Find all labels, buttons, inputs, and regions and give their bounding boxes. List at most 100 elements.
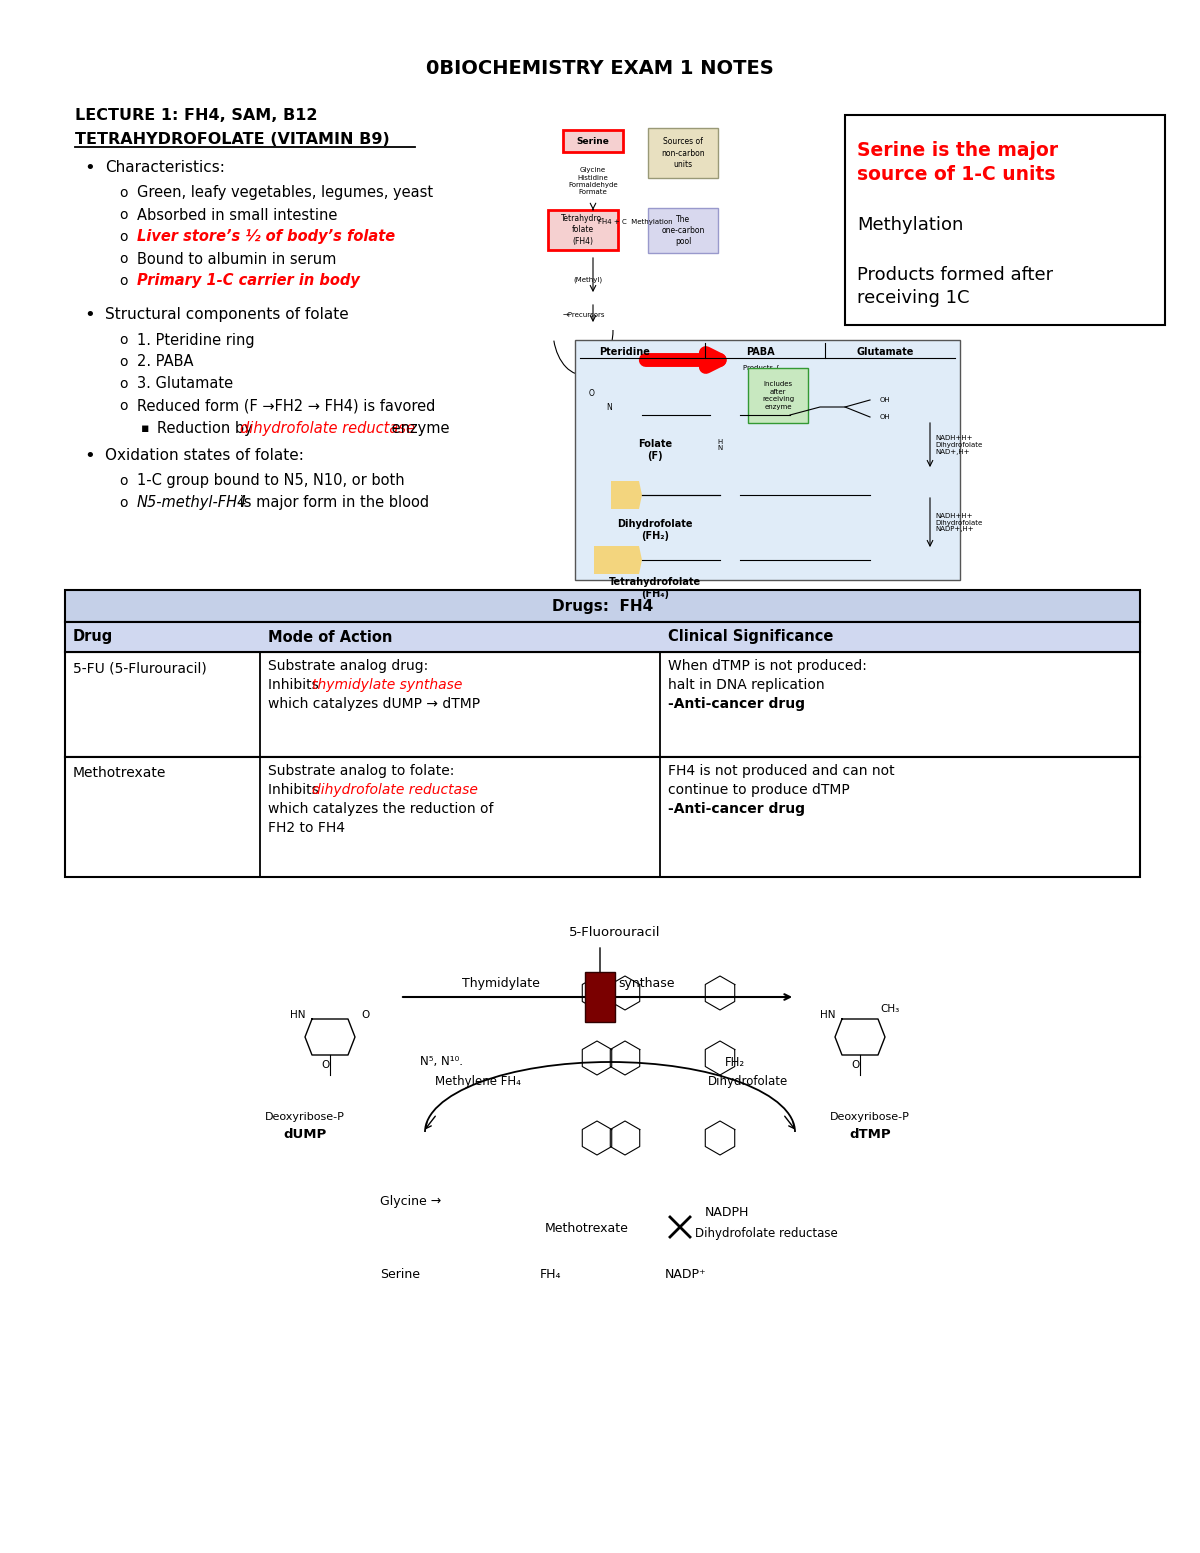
Text: FH4 is not produced and can not: FH4 is not produced and can not: [668, 764, 895, 778]
Text: →Precursors: →Precursors: [563, 312, 606, 318]
Text: FH₂: FH₂: [725, 1056, 745, 1068]
Text: O: O: [589, 388, 595, 398]
Text: 5-Fluorouracil: 5-Fluorouracil: [569, 926, 661, 938]
Text: N⁵, N¹⁰.: N⁵, N¹⁰.: [420, 1056, 463, 1068]
Text: synthase: synthase: [618, 977, 674, 989]
Text: H
N: H N: [718, 438, 722, 452]
Text: dihydrofolate reductase: dihydrofolate reductase: [240, 421, 415, 435]
Text: o: o: [119, 356, 127, 370]
Text: Methylene FH₄: Methylene FH₄: [436, 1075, 521, 1087]
Text: Sources of
non-carbon
units: Sources of non-carbon units: [661, 137, 704, 169]
Text: continue to produce dTMP: continue to produce dTMP: [668, 783, 850, 797]
Text: ▪: ▪: [140, 421, 149, 435]
Text: Substrate analog drug:: Substrate analog drug:: [268, 658, 428, 672]
Text: OH: OH: [880, 398, 890, 402]
Text: Deoxyribose-P: Deoxyribose-P: [830, 1112, 910, 1121]
Text: FH2 to FH4: FH2 to FH4: [268, 822, 346, 836]
Text: Structural components of folate: Structural components of folate: [106, 307, 349, 323]
Text: Dihydrofolate reductase: Dihydrofolate reductase: [695, 1227, 838, 1239]
Text: N: N: [606, 402, 612, 412]
Text: •: •: [85, 306, 95, 325]
Text: •: •: [85, 447, 95, 464]
Text: 0BIOCHEMISTRY EXAM 1 NOTES: 0BIOCHEMISTRY EXAM 1 NOTES: [426, 59, 774, 78]
Text: FH₄: FH₄: [540, 1269, 562, 1281]
Bar: [65, 756, 1140, 877]
Text: Green, leafy vegetables, legumes, yeast: Green, leafy vegetables, legumes, yeast: [137, 185, 433, 200]
Bar: [65, 623, 1140, 652]
Text: o: o: [119, 495, 127, 509]
Text: 1-C group bound to N5, N10, or both: 1-C group bound to N5, N10, or both: [137, 474, 404, 489]
Text: Dihydrofolate: Dihydrofolate: [708, 1075, 788, 1087]
Text: TETRAHYDROFOLATE (VITAMIN B9): TETRAHYDROFOLATE (VITAMIN B9): [74, 132, 390, 148]
Text: OH: OH: [880, 415, 890, 419]
Text: Methylation: Methylation: [857, 216, 964, 235]
Text: Serine: Serine: [380, 1269, 420, 1281]
Text: Clinical Significance: Clinical Significance: [668, 629, 833, 644]
Text: o: o: [119, 474, 127, 488]
Text: Serine is the major: Serine is the major: [857, 140, 1058, 160]
Text: Tetrahydro-
folate
(FH4): Tetrahydro- folate (FH4): [562, 214, 605, 245]
Text: 3. Glutamate: 3. Glutamate: [137, 376, 233, 391]
Text: o: o: [119, 230, 127, 244]
Text: -Anti-cancer drug: -Anti-cancer drug: [668, 801, 805, 815]
Text: dUMP: dUMP: [283, 1127, 326, 1140]
Text: dTMP: dTMP: [850, 1127, 890, 1140]
Text: O: O: [361, 1009, 370, 1020]
Text: Absorbed in small intestine: Absorbed in small intestine: [137, 208, 337, 222]
Text: Folate
(F): Folate (F): [638, 439, 672, 461]
Bar: [575, 340, 960, 579]
Text: NADH+H+
Dihydrofolate
NAD+,H+: NADH+H+ Dihydrofolate NAD+,H+: [935, 435, 983, 455]
Text: Pteridine: Pteridine: [600, 346, 650, 357]
Text: Primary 1-C carrier in body: Primary 1-C carrier in body: [137, 273, 360, 289]
Text: Includes
after
receiving
enzyme: Includes after receiving enzyme: [762, 380, 794, 410]
Text: Substrate analog to folate:: Substrate analog to folate:: [268, 764, 455, 778]
Text: dihydrofolate reductase: dihydrofolate reductase: [312, 783, 478, 797]
Text: Inhibits: Inhibits: [268, 679, 323, 693]
Text: Drugs:  FH4: Drugs: FH4: [552, 598, 653, 613]
Text: enzyme: enzyme: [386, 421, 450, 435]
Text: Reduction by: Reduction by: [157, 421, 257, 435]
Text: (Methyl): (Methyl): [574, 276, 602, 283]
Text: Characteristics:: Characteristics:: [106, 160, 224, 175]
Text: o: o: [119, 186, 127, 200]
Text: o: o: [119, 252, 127, 266]
Text: o: o: [119, 377, 127, 391]
Text: Glycine
Histidine
Formaldehyde
Formate: Glycine Histidine Formaldehyde Formate: [568, 168, 618, 196]
Text: Products formed after: Products formed after: [857, 266, 1054, 284]
Text: Mode of Action: Mode of Action: [268, 629, 392, 644]
Text: Reduced form (F →FH2 → FH4) is favored: Reduced form (F →FH2 → FH4) is favored: [137, 399, 436, 413]
Text: Glutamate: Glutamate: [857, 346, 913, 357]
Bar: [65, 590, 1140, 623]
Text: halt in DNA replication: halt in DNA replication: [668, 679, 824, 693]
Text: source of 1-C units: source of 1-C units: [857, 166, 1056, 185]
Text: thymidylate synthase: thymidylate synthase: [312, 679, 462, 693]
Text: LECTURE 1: FH4, SAM, B12: LECTURE 1: FH4, SAM, B12: [74, 107, 318, 123]
Text: NADP⁺: NADP⁺: [665, 1269, 707, 1281]
Text: Serine: Serine: [576, 137, 610, 146]
Text: NADH+H+
Dihydrofolate
NADP+,H+: NADH+H+ Dihydrofolate NADP+,H+: [935, 512, 983, 533]
Text: O: O: [320, 1061, 329, 1070]
Text: O: O: [851, 1061, 859, 1070]
Text: •: •: [85, 158, 95, 177]
Bar: [845, 115, 1165, 325]
Text: HN: HN: [821, 1009, 835, 1020]
Polygon shape: [594, 547, 642, 575]
Text: The
one-carbon
pool: The one-carbon pool: [661, 214, 704, 245]
Text: 2. PABA: 2. PABA: [137, 354, 193, 370]
Text: Inhibits: Inhibits: [268, 783, 323, 797]
Text: Glycine →: Glycine →: [380, 1196, 442, 1208]
Text: Thymidylate: Thymidylate: [462, 977, 540, 989]
Text: Deoxyribose-P: Deoxyribose-P: [265, 1112, 344, 1121]
Text: Tetrahydrofolate
(FH₄): Tetrahydrofolate (FH₄): [608, 578, 701, 599]
Text: which catalyzes dUMP → dTMP: which catalyzes dUMP → dTMP: [268, 697, 480, 711]
Text: 1. Pteridine ring: 1. Pteridine ring: [137, 332, 254, 348]
Text: When dTMP is not produced:: When dTMP is not produced:: [668, 658, 866, 672]
Text: Methotrexate: Methotrexate: [73, 766, 167, 780]
Text: 5-FU (5-Flurouracil): 5-FU (5-Flurouracil): [73, 662, 206, 676]
Text: CH₃: CH₃: [881, 1003, 900, 1014]
Text: Oxidation states of folate:: Oxidation states of folate:: [106, 449, 304, 463]
Text: o: o: [119, 399, 127, 413]
Text: N5-methyl-FH4: N5-methyl-FH4: [137, 495, 247, 511]
Bar: [586, 972, 616, 1022]
Text: Dihydrofolate
(FH₂): Dihydrofolate (FH₂): [617, 519, 692, 540]
